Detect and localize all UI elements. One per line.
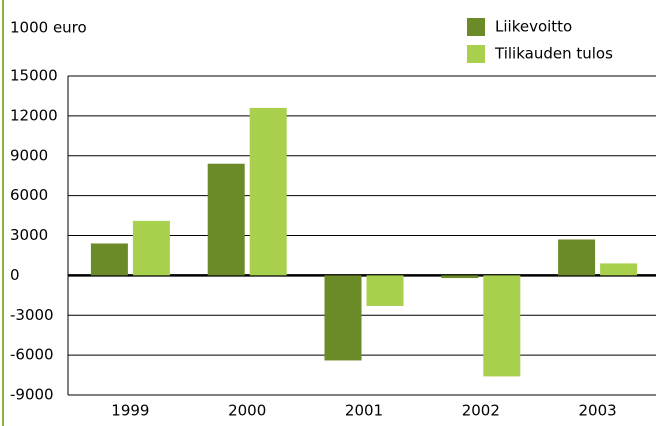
x-tick-label: 2001 [345, 402, 383, 420]
bar [441, 275, 479, 279]
y-tick-label: 12000 [10, 106, 58, 124]
x-tick-label: 2003 [579, 402, 617, 420]
bar [249, 107, 287, 276]
bar [600, 263, 638, 276]
bar [207, 163, 245, 276]
x-tick-label: 1999 [111, 402, 149, 420]
y-tick-label: 15000 [10, 67, 58, 85]
y-tick-label: 6000 [10, 186, 48, 204]
y-tick-label: 3000 [10, 226, 48, 244]
bar [90, 243, 128, 276]
bar [366, 275, 404, 306]
y-tick-label: -9000 [10, 386, 54, 404]
legend-label: Liikevoitto [495, 18, 572, 36]
x-tick-label: 2002 [462, 402, 500, 420]
y-tick-label: 9000 [10, 146, 48, 164]
y-tick-label: 0 [10, 266, 20, 284]
y-axis-label: 1000 euro [10, 19, 87, 37]
bar [132, 220, 170, 276]
bar [483, 275, 521, 377]
bar [558, 239, 596, 276]
y-tick-label: -6000 [10, 346, 54, 364]
y-tick-label: -3000 [10, 306, 54, 324]
legend-swatch [467, 18, 485, 36]
legend-label: Tilikauden tulos [494, 45, 613, 63]
legend-swatch [467, 45, 485, 63]
bar [324, 275, 362, 361]
x-tick-label: 2000 [228, 402, 266, 420]
